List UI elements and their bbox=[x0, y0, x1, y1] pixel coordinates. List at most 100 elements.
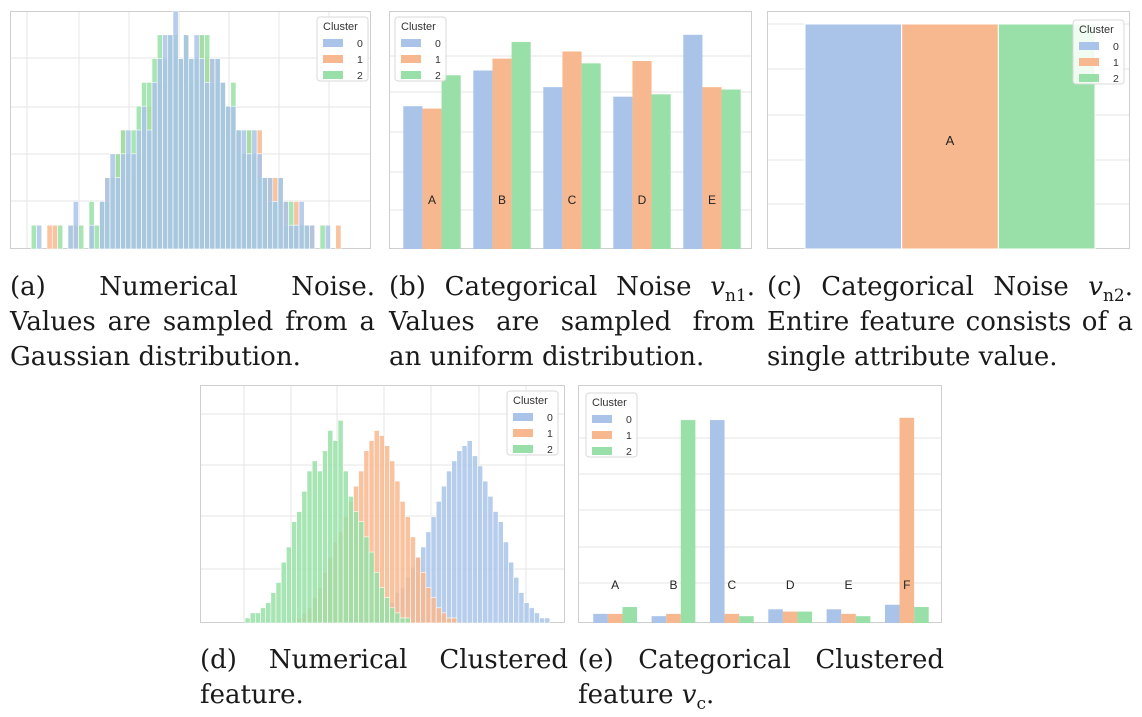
chart-e-bar-C-s2 bbox=[739, 616, 754, 623]
chart-a-bar-s0-bin28 bbox=[172, 10, 179, 250]
chart-e-bar-E-s2 bbox=[855, 616, 871, 623]
chart-a-bar-s0-bin47 bbox=[272, 201, 279, 250]
chart-e-bar-A-s2 bbox=[622, 607, 638, 623]
chart-d-bar-s2-bin22 bbox=[327, 430, 334, 624]
chart-a-bar-s0-bin31 bbox=[188, 58, 195, 250]
chart-d-bar-s1-bin37 bbox=[404, 516, 411, 624]
chart-d-bar-s2-bin32 bbox=[379, 587, 385, 624]
chart-a-bar-s0-bin25 bbox=[156, 58, 163, 250]
caption-c-pre: (c) Categorical Noise bbox=[767, 272, 1089, 302]
chart-a-bar-s0-bin26 bbox=[162, 34, 169, 250]
chart-d-bar-s0-bin58 bbox=[513, 577, 520, 624]
chart-a-bar-s0-bin54 bbox=[309, 224, 316, 250]
chart-a-bar-s0-bin30 bbox=[183, 34, 190, 250]
chart-a-legend-swatch-1 bbox=[323, 55, 343, 63]
chart-a-bar-s0-bin46 bbox=[267, 177, 274, 250]
chart-e-legend-label-0: 0 bbox=[626, 414, 632, 426]
chart-c-legend: Cluster 0 1 2 bbox=[1072, 19, 1125, 85]
chart-d-bar-s2-bin14 bbox=[286, 546, 292, 624]
chart-b-bar-C-s0 bbox=[543, 87, 563, 249]
chart-d-bar-s2-bin16 bbox=[296, 511, 303, 624]
chart-d-bar-s0-bin59 bbox=[518, 592, 525, 624]
chart-d-bar-s1-bin40 bbox=[420, 572, 427, 624]
chart-d-bar-s2-bin35 bbox=[394, 612, 401, 624]
chart-b-legend-swatch-1 bbox=[401, 55, 421, 63]
chart-d-series-2 bbox=[244, 420, 411, 624]
chart-a-legend-title: Cluster bbox=[323, 21, 358, 33]
chart-c-legend-swatch-1 bbox=[1079, 58, 1099, 66]
chart-e-bar-D-s0 bbox=[768, 609, 783, 623]
chart-b-legend: Cluster 0 1 2 bbox=[394, 16, 447, 82]
chart-c-legend-label-1: 1 bbox=[1113, 57, 1119, 69]
chart-a-bar-s0-bin53 bbox=[303, 224, 310, 250]
chart-d-legend-label-2: 2 bbox=[547, 444, 553, 456]
chart-e-bar-D-s2 bbox=[797, 611, 813, 623]
chart-d-bar-s0-bin44 bbox=[441, 485, 447, 624]
chart-d-bar-s2-bin37 bbox=[404, 617, 411, 624]
caption-d-text: (d) Numerical Clustered feature. bbox=[200, 645, 568, 710]
caption-b-pre: (b) Categorical Noise bbox=[389, 272, 711, 302]
chart-e-categorical-clustered-vc: A B C D E F Cluster 0 1 2 bbox=[578, 385, 942, 623]
chart-b-bar-B-s0 bbox=[473, 70, 493, 249]
chart-e-bar-E-s1 bbox=[841, 613, 856, 623]
chart-b-category-label-E: E bbox=[708, 193, 716, 207]
chart-d-bar-s0-bin49 bbox=[466, 440, 473, 624]
caption-e-pre: (e) Categorical Clustered feature bbox=[578, 645, 944, 710]
chart-d-bar-s2-bin26 bbox=[348, 496, 354, 624]
chart-e-legend-title: Cluster bbox=[592, 397, 627, 409]
chart-d-bar-s0-bin47 bbox=[456, 450, 463, 624]
chart-c-legend-label-2: 2 bbox=[1113, 73, 1119, 85]
chart-e-category-label-D: D bbox=[786, 578, 795, 592]
chart-e-bar-B-s0 bbox=[651, 616, 667, 623]
chart-e-svg: A B C D E F Cluster 0 1 2 bbox=[578, 385, 942, 623]
chart-b-bar-E-s1 bbox=[702, 87, 722, 249]
chart-c-legend-label-0: 0 bbox=[1113, 41, 1119, 53]
chart-d-bar-s2-bin9 bbox=[260, 607, 266, 624]
chart-a-bar-s0-bin32 bbox=[193, 34, 200, 250]
chart-d-legend-box bbox=[506, 390, 559, 456]
chart-c-legend-swatch-0 bbox=[1079, 42, 1099, 50]
chart-e-category-label-B: B bbox=[669, 578, 677, 592]
chart-b-svg: A B C D E Cluster 0 1 2 bbox=[389, 11, 752, 250]
chart-e-bar-A-s0 bbox=[593, 613, 608, 623]
caption-b-post: . Values are sampled from an uniform dis… bbox=[389, 272, 755, 372]
chart-a-bar-s0-bin16 bbox=[109, 153, 116, 250]
chart-d-legend-swatch-0 bbox=[513, 413, 533, 421]
chart-e-legend-swatch-2 bbox=[592, 447, 612, 455]
chart-c-legend-title: Cluster bbox=[1079, 24, 1114, 36]
chart-a-bar-s1-bin4 bbox=[46, 224, 53, 250]
chart-d-bar-s2-bin8 bbox=[255, 612, 261, 624]
chart-b-bar-D-s1 bbox=[632, 60, 652, 250]
chart-d-bar-s2-bin36 bbox=[399, 617, 406, 624]
chart-d-bar-s0-bin62 bbox=[534, 612, 540, 624]
chart-e-category-label-F: F bbox=[903, 578, 910, 592]
chart-e-bar-F-s1 bbox=[899, 417, 915, 623]
chart-b-bar-D-s2 bbox=[651, 94, 671, 249]
chart-d-bar-s0-bin54 bbox=[492, 511, 499, 624]
chart-a-bar-s0-bin12 bbox=[88, 224, 95, 250]
chart-a-bar-s0-bin14 bbox=[99, 201, 106, 250]
chart-a-bar-s0-bin42 bbox=[246, 153, 253, 250]
chart-d-bar-s2-bin17 bbox=[301, 490, 308, 624]
chart-d-bar-s0-bin56 bbox=[503, 541, 509, 624]
caption-c-post: . Entire feature consists of a single at… bbox=[767, 272, 1133, 372]
chart-d-bar-s2-bin18 bbox=[306, 470, 313, 624]
chart-d-bar-s0-bin61 bbox=[528, 607, 535, 624]
chart-d-numerical-clustered: Cluster 0 1 2 bbox=[200, 385, 565, 624]
chart-a-legend-label-1: 1 bbox=[357, 54, 363, 66]
chart-e-category-label-E: E bbox=[844, 578, 852, 592]
chart-e-bar-E-s0 bbox=[826, 609, 842, 623]
chart-d-bar-s2-bin31 bbox=[373, 572, 380, 624]
chart-b-legend-box bbox=[394, 16, 447, 82]
chart-a-bar-s0-bin17 bbox=[114, 177, 121, 250]
chart-b-bar-A-s1 bbox=[422, 108, 442, 249]
chart-a-bar-s0-bin23 bbox=[146, 129, 153, 250]
chart-a-bar-s0-bin22 bbox=[141, 105, 148, 250]
chart-d-legend-label-1: 1 bbox=[547, 428, 553, 440]
chart-d-bar-s0-bin50 bbox=[472, 455, 478, 624]
chart-d-bar-s1-bin42 bbox=[430, 597, 437, 624]
chart-b-bar-C-s2 bbox=[581, 63, 601, 249]
chart-e-bar-C-s1 bbox=[724, 613, 740, 623]
caption-b-symbol: v bbox=[710, 272, 725, 302]
chart-d-bar-s2-bin7 bbox=[249, 612, 256, 624]
